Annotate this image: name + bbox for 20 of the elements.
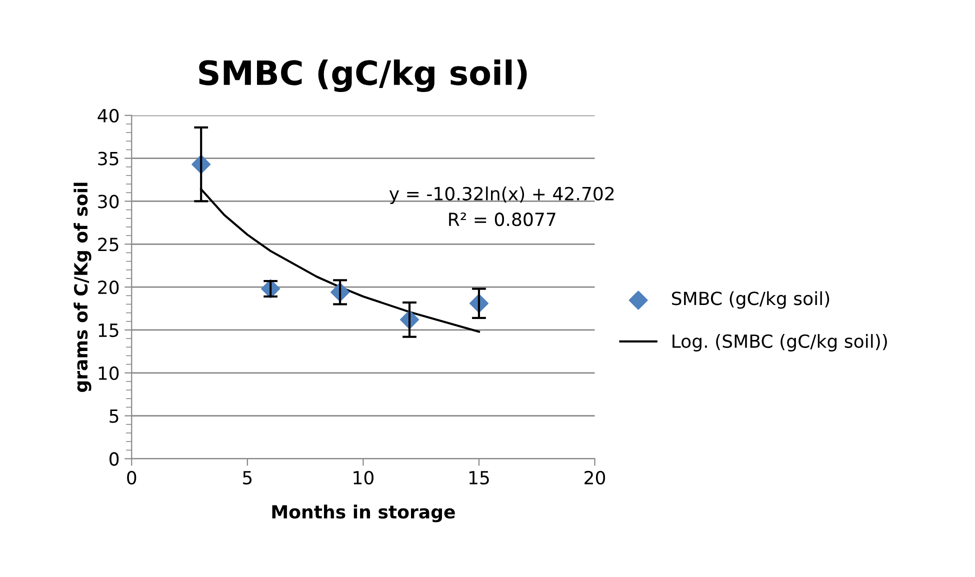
legend-label: Log. (SMBC (gC/kg soil)) [672, 334, 887, 352]
x-axis-title: Months in storage [272, 504, 455, 522]
chart-title: SMBC (gC/kg soil) [199, 60, 527, 92]
y-tick-label: 10 [98, 366, 119, 380]
x-tick-label: 5 [243, 471, 252, 484]
x-tick-label: 0 [127, 470, 136, 484]
y-tick-label: 0 [110, 452, 119, 466]
y-tick-label: 5 [110, 409, 118, 423]
legend-label: SMBC (gC/kg soil) [672, 291, 830, 309]
y-tick-label: 20 [98, 280, 119, 294]
y-tick-label: 25 [98, 238, 118, 252]
y-tick-label: 15 [98, 324, 118, 338]
annotation: y = -10.32ln(x) + 42.702 R² = 0.8077 [389, 186, 614, 226]
y-tick-label: 40 [98, 108, 119, 123]
y-tick-label: 30 [98, 194, 119, 208]
x-tick-label: 15 [469, 471, 489, 484]
x-tick-label: 20 [584, 470, 606, 484]
x-tick-label: 10 [354, 470, 374, 484]
y-axis-title: grams of C/Kg of soil [74, 182, 92, 392]
y-tick-label: 35 [98, 152, 118, 166]
